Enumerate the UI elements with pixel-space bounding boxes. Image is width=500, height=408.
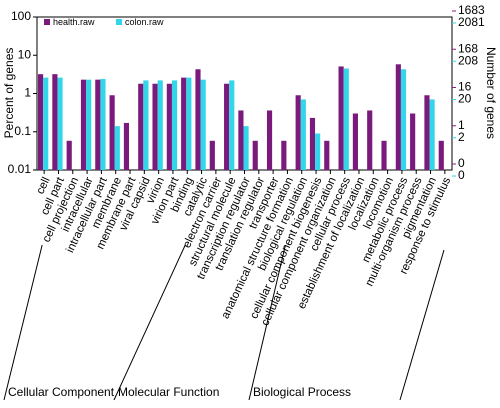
y2-tick-label: 2081: [458, 15, 485, 29]
bar: [57, 77, 63, 170]
group-label: Cellular Component: [8, 385, 115, 399]
bar: [100, 78, 106, 170]
bar: [381, 140, 387, 170]
group-divider: [113, 244, 186, 401]
y2-tick-label: 20: [458, 92, 472, 106]
bar: [143, 80, 149, 170]
bar: [252, 140, 258, 170]
bar: [38, 74, 44, 170]
y2-axis-label: Number of genes: [484, 47, 498, 139]
group-divider: [3, 244, 43, 401]
bar: [114, 126, 120, 170]
y2-tick-label: 168: [458, 41, 478, 55]
y-tick-label: 10: [18, 47, 32, 61]
bar: [123, 122, 130, 170]
bar: [86, 79, 92, 170]
bar: [315, 133, 321, 170]
bar: [43, 77, 49, 170]
bar: [229, 80, 235, 170]
bar: [109, 95, 115, 170]
bar: [152, 83, 158, 170]
y2-tick-label: 1: [458, 118, 465, 132]
bar: [343, 68, 349, 170]
group-label: Biological Process: [253, 385, 351, 399]
bar: [367, 110, 373, 170]
bar: [157, 80, 163, 170]
bar: [66, 140, 72, 170]
bar: [52, 74, 58, 170]
legend-label: colon.raw: [125, 17, 164, 27]
bar: [171, 80, 178, 170]
y-tick-label: 100: [11, 9, 31, 23]
bar: [338, 66, 344, 170]
bar: [186, 77, 192, 170]
bar: [324, 140, 330, 170]
bar: [209, 140, 215, 170]
legend-label: health.raw: [53, 17, 95, 27]
bar: [195, 69, 201, 170]
y2-tick-label: 0: [458, 156, 465, 170]
bar: [95, 79, 101, 170]
legend-swatch: [116, 19, 122, 25]
y-tick-label: 0.01: [8, 162, 32, 176]
bar: [238, 110, 244, 170]
y2-tick-label: 2: [458, 130, 465, 144]
bar: [438, 140, 444, 170]
y2-tick-label: 208: [458, 53, 478, 67]
bar: [295, 95, 301, 170]
bar: [224, 83, 230, 170]
y-tick-label: 0.1: [14, 124, 31, 138]
y-tick-label: 1: [24, 86, 31, 100]
y-axis-label: Percent of genes: [2, 48, 16, 139]
bar: [266, 110, 273, 170]
bar: [138, 83, 144, 170]
bar: [281, 140, 287, 170]
bar: [166, 83, 172, 170]
group-divider: [248, 244, 286, 401]
bar: [200, 79, 206, 170]
y2-tick-label: 1683: [458, 3, 485, 17]
bar: [300, 99, 306, 170]
y2-tick-label: 16: [458, 80, 472, 94]
bar: [243, 126, 249, 170]
bar: [400, 69, 407, 170]
y2-tick-label: 0: [458, 168, 465, 182]
bar: [410, 113, 416, 170]
bar: [429, 99, 435, 170]
bar: [352, 113, 358, 170]
group-divider: [399, 249, 445, 401]
legend-swatch: [44, 19, 50, 25]
bar: [424, 95, 430, 170]
bar: [181, 77, 187, 170]
group-label: Molecular Function: [118, 385, 219, 399]
bar: [309, 117, 316, 170]
bar: [395, 64, 401, 170]
bar: [80, 79, 87, 170]
